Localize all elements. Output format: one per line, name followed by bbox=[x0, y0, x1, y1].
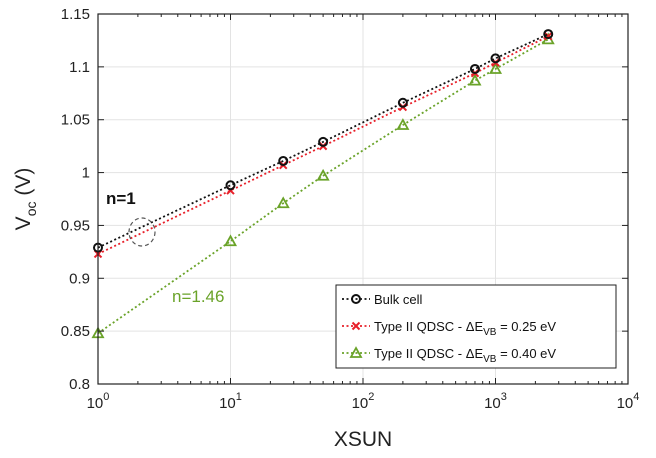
x-tick-label: 100 bbox=[87, 391, 110, 412]
x-marker-stroke bbox=[351, 321, 361, 331]
data-point bbox=[316, 168, 330, 181]
data-point bbox=[397, 97, 408, 108]
data-point bbox=[469, 63, 480, 74]
y-tick-label: 0.85 bbox=[61, 323, 90, 340]
y-tick-label: 1.1 bbox=[69, 59, 90, 76]
legend-marker bbox=[349, 346, 363, 358]
data-point bbox=[318, 136, 329, 147]
annotation-n-1-46: n=1.46 bbox=[172, 287, 224, 306]
legend-entry-1: Type II QDSC - ΔEVB = 0.25 eV bbox=[342, 319, 556, 338]
y-tick-label: 0.9 bbox=[69, 270, 90, 287]
legend: Bulk cell Type II QDSC - ΔEVB = 0.25 eV Ty… bbox=[335, 284, 617, 369]
x-axis-label: XSUN bbox=[334, 428, 392, 451]
series-0 bbox=[93, 29, 554, 253]
data-point bbox=[490, 53, 501, 64]
series-line bbox=[97, 35, 549, 255]
y-axis-label: Voc (V) bbox=[12, 168, 39, 231]
x-tick-label: 104 bbox=[617, 391, 640, 412]
data-point bbox=[488, 62, 503, 74]
legend-label: Type II QDSC - ΔEVB = 0.25 eV bbox=[374, 319, 556, 338]
legend-marker bbox=[351, 321, 361, 331]
y-tick-label: 1.05 bbox=[61, 112, 90, 129]
y-tick-label: 1 bbox=[82, 165, 90, 182]
data-point bbox=[278, 155, 289, 166]
data-point bbox=[468, 73, 482, 86]
data-point bbox=[276, 196, 290, 209]
legend-label: Type II QDSC - ΔEVB = 0.40 eV bbox=[374, 346, 556, 365]
legend-box bbox=[335, 284, 617, 369]
legend-entry-0: Bulk cell bbox=[342, 292, 423, 307]
y-axis-label-subscript: oc bbox=[23, 202, 39, 217]
y-tick-label: 1.15 bbox=[61, 6, 90, 23]
legend-marker bbox=[351, 294, 361, 304]
y-tick-label: 0.8 bbox=[69, 376, 90, 393]
x-marker-stroke bbox=[544, 31, 553, 41]
annotation-n-1: n=1 bbox=[106, 189, 136, 208]
legend-label: Bulk cell bbox=[374, 292, 423, 307]
x-tick-label: 102 bbox=[352, 391, 375, 412]
y-axis-label-unit: (V) bbox=[12, 168, 35, 202]
data-point bbox=[396, 118, 410, 130]
axis-ticks: 0.8 0.85 0.9 0.95 1 1.05 1.1 1.15 100 101 102 103 10… bbox=[61, 6, 640, 412]
data-point bbox=[223, 234, 238, 247]
legend-entry-2: Type II QDSC - ΔEVB = 0.40 eV bbox=[342, 346, 556, 365]
y-axis-label-main: V bbox=[12, 216, 35, 230]
data-point bbox=[225, 180, 236, 191]
annotation-dashed-circle bbox=[128, 217, 156, 247]
series-line bbox=[97, 33, 549, 249]
x-tick-label: 101 bbox=[219, 391, 242, 412]
data-point bbox=[544, 31, 553, 41]
data-point bbox=[543, 29, 554, 40]
x-tick-label: 103 bbox=[484, 391, 507, 412]
y-tick-label: 0.95 bbox=[61, 217, 90, 234]
